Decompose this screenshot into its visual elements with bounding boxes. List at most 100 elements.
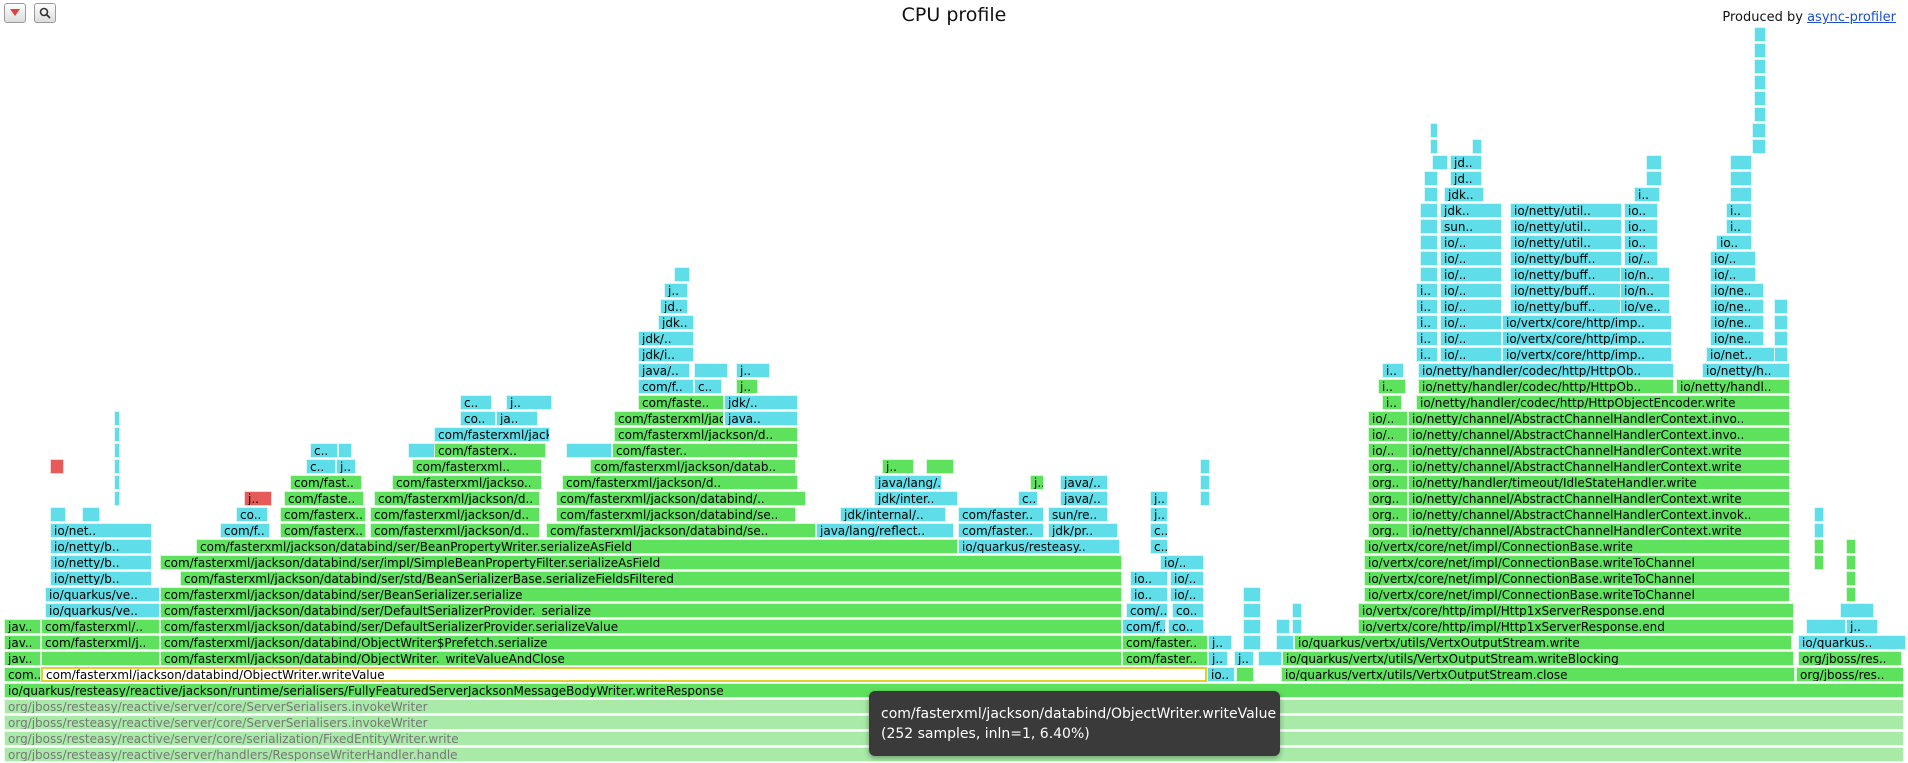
frame-vertximp1[interactable]: io/vertx/core/http/imp.. xyxy=(1502,347,1672,362)
frame-comfasterxml-se1[interactable]: com/fasterxml/jackson/databind/se.. xyxy=(546,523,816,538)
frame[interactable] xyxy=(1730,187,1752,202)
frame-ione2[interactable]: io/ne.. xyxy=(1710,315,1764,330)
frame-org5[interactable]: org.. xyxy=(1368,459,1408,474)
frame[interactable] xyxy=(1754,75,1766,90)
frame-ja1[interactable]: ja.. xyxy=(496,411,538,426)
frame[interactable] xyxy=(1754,27,1766,42)
frame-comfaster-b[interactable]: com/faster.. xyxy=(1122,635,1208,650)
frame[interactable] xyxy=(1424,187,1438,202)
frame[interactable] xyxy=(1754,91,1766,106)
frame-nettybuff4[interactable]: io/netty/buff.. xyxy=(1510,251,1622,266)
frame-c3[interactable]: c.. xyxy=(1018,491,1038,506)
frame[interactable] xyxy=(1200,475,1210,490)
frame-comfasterxml-jackson-db[interactable]: com/fasterxml/jackson/datab.. xyxy=(590,459,796,474)
frame[interactable] xyxy=(674,267,690,282)
frame-nettybuff1[interactable]: io/netty/buff.. xyxy=(1510,299,1622,314)
frame-org4[interactable]: org.. xyxy=(1368,475,1408,490)
frame-comfasterxml-d2[interactable]: com/fasterxml/jackson/d.. xyxy=(370,507,540,522)
frame-io15[interactable]: io/.. xyxy=(1710,267,1756,282)
frame-comfast1[interactable]: com/fast.. xyxy=(290,475,362,490)
frame-nettybuff2[interactable]: io/netty/buff.. xyxy=(1510,283,1622,298)
frame-i7[interactable]: i.. xyxy=(1416,299,1438,314)
frame-jdk4[interactable]: jdk.. xyxy=(1440,203,1502,218)
frame-close[interactable]: io/quarkus/vertx/utils/VertxOutputStream… xyxy=(1281,667,1795,682)
frame-co3[interactable]: co.. xyxy=(236,507,268,522)
frame-io2[interactable]: io/.. xyxy=(1170,587,1204,602)
frame-comfaster-a[interactable]: com/faster.. xyxy=(1122,651,1208,666)
frame-ion2[interactable]: io/n.. xyxy=(1620,267,1670,282)
frame-io19[interactable]: io/.. xyxy=(1440,235,1502,250)
frame-ioquarkus[interactable]: io/quarkus.. xyxy=(1798,635,1906,650)
frame-httpob1[interactable]: io/netty/handler/codec/http/HttpOb.. xyxy=(1418,379,1674,394)
frame-comfasterxml-jackson-d[interactable]: com/fasterxml/jackson/d.. xyxy=(562,475,798,490)
frame-comfasterxml-jackso2[interactable]: com/fasterxml/jackso.. xyxy=(434,427,550,442)
frame-nettybuff3[interactable]: io/netty/buff.. xyxy=(1510,267,1622,282)
frame[interactable] xyxy=(114,459,120,474)
frame[interactable] xyxy=(1420,267,1438,282)
frame-j9[interactable]: j.. xyxy=(336,459,356,474)
frame-reflect[interactable]: java/lang/reflect.. xyxy=(816,523,954,538)
frame-nettyh[interactable]: io/netty/h.. xyxy=(1702,363,1790,378)
frame-ione4[interactable]: io/ne.. xyxy=(1710,283,1764,298)
frame-org3[interactable]: org.. xyxy=(1368,491,1408,506)
frame[interactable] xyxy=(1420,219,1438,234)
frame[interactable] xyxy=(114,475,120,490)
frame-i2[interactable]: i.. xyxy=(1378,379,1406,394)
frame[interactable] xyxy=(1814,523,1824,538)
frame[interactable] xyxy=(1276,635,1294,650)
frame[interactable] xyxy=(1420,235,1438,250)
frame[interactable] xyxy=(1774,315,1788,330)
frame-end1[interactable]: io/vertx/core/http/impl/Http1xServerResp… xyxy=(1358,619,1794,634)
frame-j6[interactable]: j.. xyxy=(244,491,272,506)
frame-i10[interactable]: i.. xyxy=(1726,203,1752,218)
frame-j13[interactable]: j.. xyxy=(664,283,688,298)
frame-nettyutil2[interactable]: io/netty/util.. xyxy=(1510,219,1622,234)
frame-c5[interactable]: c.. xyxy=(310,443,338,458)
frame-c4[interactable]: c.. xyxy=(306,459,336,474)
frame[interactable] xyxy=(1243,619,1261,634)
frame-nettyb3[interactable]: io/netty/b.. xyxy=(50,539,152,554)
frame-org-jboss[interactable]: org/jboss/res.. xyxy=(1796,667,1904,682)
frame-serialize-[interactable]: com/fasterxml/jackson/databind/ser/Defau… xyxy=(160,603,1122,618)
frame[interactable] xyxy=(1846,539,1856,554)
frame-comfaster-e[interactable]: com/faster.. xyxy=(612,443,798,458)
frame-io1[interactable]: io.. xyxy=(1130,587,1168,602)
frame-wtc3[interactable]: io/vertx/core/net/impl/ConnectionBase.wr… xyxy=(1364,555,1790,570)
frame-serializeFieldsFiltered[interactable]: com/fasterxml/jackson/databind/ser/std/B… xyxy=(180,571,1122,586)
frame-io18[interactable]: io/.. xyxy=(1710,251,1756,266)
frame-io16[interactable]: io/.. xyxy=(1440,251,1502,266)
frame[interactable] xyxy=(1846,555,1856,570)
frame-achc-invok[interactable]: io/netty/channel/AbstractChannelHandlerC… xyxy=(1408,507,1790,522)
frame-i9[interactable]: i.. xyxy=(1726,219,1752,234)
frame-vertximp2[interactable]: io/vertx/core/http/imp.. xyxy=(1502,331,1672,346)
frame[interactable] xyxy=(1846,587,1856,602)
frame-wtc1[interactable]: io/vertx/core/net/impl/ConnectionBase.wr… xyxy=(1364,587,1790,602)
frame-comfaste2[interactable]: com/faste.. xyxy=(638,395,724,410)
frame-io12[interactable]: io/.. xyxy=(1440,299,1502,314)
frame-ionet1[interactable]: io/net.. xyxy=(1706,347,1778,362)
frame-co3[interactable]: co.. xyxy=(460,411,496,426)
frame[interactable] xyxy=(1846,571,1856,586)
frame-jav3[interactable]: jav.. xyxy=(4,619,41,634)
frame[interactable] xyxy=(1424,171,1438,186)
frame-co2[interactable]: co.. xyxy=(1172,603,1204,618)
frame-io9[interactable]: io/.. xyxy=(1440,347,1502,362)
frame-j11[interactable]: j.. xyxy=(736,379,758,394)
frame[interactable] xyxy=(1814,539,1824,554)
frame[interactable] xyxy=(1276,619,1290,634)
frame-comfasterx2[interactable]: com/fasterx.. xyxy=(280,507,366,522)
frame[interactable] xyxy=(1806,619,1846,634)
frame-writeResponse[interactable]: io/quarkus/resteasy/reactive/jackson/run… xyxy=(4,683,1904,698)
frame-java1[interactable]: java/.. xyxy=(1060,491,1108,506)
frame-jdkinter[interactable]: jdk/inter.. xyxy=(874,491,958,506)
frame[interactable] xyxy=(1420,203,1438,218)
frame[interactable] xyxy=(1754,59,1766,74)
frame-i4[interactable]: i.. xyxy=(1416,347,1438,362)
frame-comfasterxml-se2[interactable]: com/fasterxml/jackson/databind/se.. xyxy=(556,507,796,522)
frame[interactable] xyxy=(408,443,436,458)
frame[interactable] xyxy=(114,491,120,506)
frame-writeValueAndClose[interactable]: com/fasterxml/jackson/databind/ObjectWri… xyxy=(160,651,1122,666)
frame-j7[interactable]: j.. xyxy=(1150,491,1168,506)
frame[interactable] xyxy=(50,507,66,522)
frame[interactable] xyxy=(41,651,160,666)
